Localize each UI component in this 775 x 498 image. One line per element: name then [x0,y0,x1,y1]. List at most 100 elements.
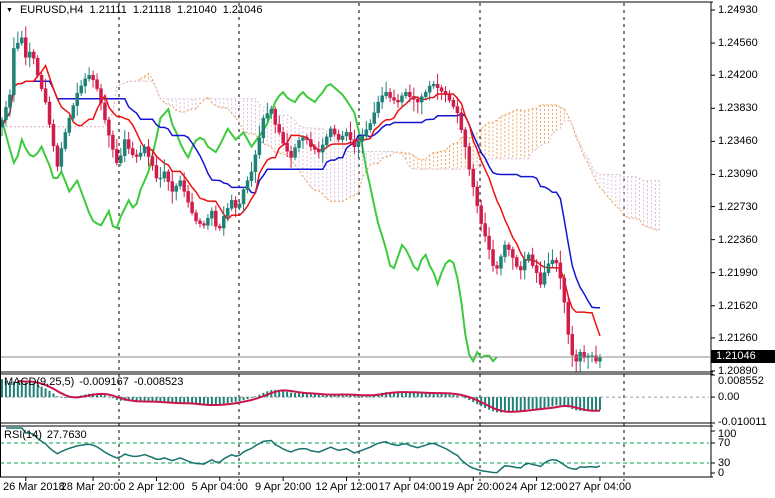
macd-main-value: -0.009167 [79,376,129,388]
candle [63,132,68,149]
candle [364,129,369,137]
candle [471,168,475,188]
candle [241,189,246,205]
candle [273,108,277,125]
candle [134,154,139,157]
price-axis-label: 1.21260 [718,331,758,344]
candle [12,48,16,96]
candle [392,97,396,101]
ohlc-open: 1.21111 [89,4,127,16]
candle [376,101,380,114]
candle [455,106,460,114]
candle [229,200,234,209]
rsi-name: RSI(14) [4,429,42,441]
candle [423,91,428,97]
rsi-axis-label: 30 [718,457,731,469]
candle [534,265,539,273]
price-axis-label: 1.24200 [718,69,758,82]
candle [420,96,424,103]
candle [526,254,531,260]
price-axis-label: 1.21990 [718,266,758,279]
candle [352,139,357,147]
candle [483,223,487,237]
time-axis-label: 19 Apr 20:00 [442,481,505,493]
candle [4,107,8,121]
candle [119,155,123,164]
candle [594,355,598,362]
ohlc-high: 1.21118 [132,4,171,16]
symbol-period-label: EURUSD,H4 [19,4,84,16]
candle [511,249,515,258]
candle [348,132,353,140]
macd-signal-value: -0.008523 [133,376,184,388]
rsi-line [6,427,601,474]
candle [245,180,250,190]
candle [35,58,40,76]
candle [360,135,365,142]
candle [1,119,4,128]
macd-axis-label: 0.008552 [718,375,764,387]
candle [16,42,20,49]
price-axis-label: 1.22730 [718,200,758,213]
candle [451,100,456,107]
candle [522,259,527,271]
candle [396,100,400,103]
kijun-sen-line [1,80,600,309]
candle [519,266,523,271]
candle [400,95,404,103]
candle [146,146,151,157]
candle [293,147,297,158]
candle [309,139,313,147]
candle [289,150,293,158]
rsi-value: 27.7630 [46,429,87,441]
candle [574,354,578,362]
time-axis-label: 27 Apr 04:00 [568,481,632,493]
candle [67,117,72,133]
candle [261,117,266,139]
macd-name: MACD(9,25,5) [4,376,75,388]
candle [463,129,468,147]
price-axis-label: 1.20890 [718,365,758,377]
main-pane [1,26,660,372]
candle [408,91,412,97]
candle [321,144,325,153]
candle [340,135,345,140]
candle [99,88,103,104]
candle [39,74,44,89]
candle [87,74,91,80]
candle [107,119,111,136]
candle [380,95,384,103]
candle [582,351,586,358]
candle [467,146,472,170]
candle [126,139,131,149]
time-axis-label: 28 Mar 20:00 [60,481,126,493]
candle [332,128,337,135]
candle [166,171,171,182]
candle [491,249,495,266]
price-axis-label: 1.23460 [718,135,758,148]
candle [447,94,452,101]
candle [372,112,376,124]
price-axis-label: 1.23830 [718,102,758,115]
candle [174,185,178,192]
candle [542,272,547,285]
candle [336,133,341,140]
candle [554,259,559,264]
candle [515,257,519,267]
candle [249,171,254,181]
candle [598,356,602,362]
macd-axis-label: 0.00 [718,391,740,404]
candle [51,124,56,147]
candle [269,108,274,114]
candle [317,149,321,153]
time-axis-label: 2 Apr 12:00 [128,481,185,493]
candle [257,137,262,156]
symbol-dropdown-icon[interactable]: ▼ [6,6,13,14]
candle [538,272,543,285]
candle [75,92,79,106]
candle [214,210,218,227]
candle [43,88,48,103]
candle [95,79,99,89]
candle [281,132,285,144]
